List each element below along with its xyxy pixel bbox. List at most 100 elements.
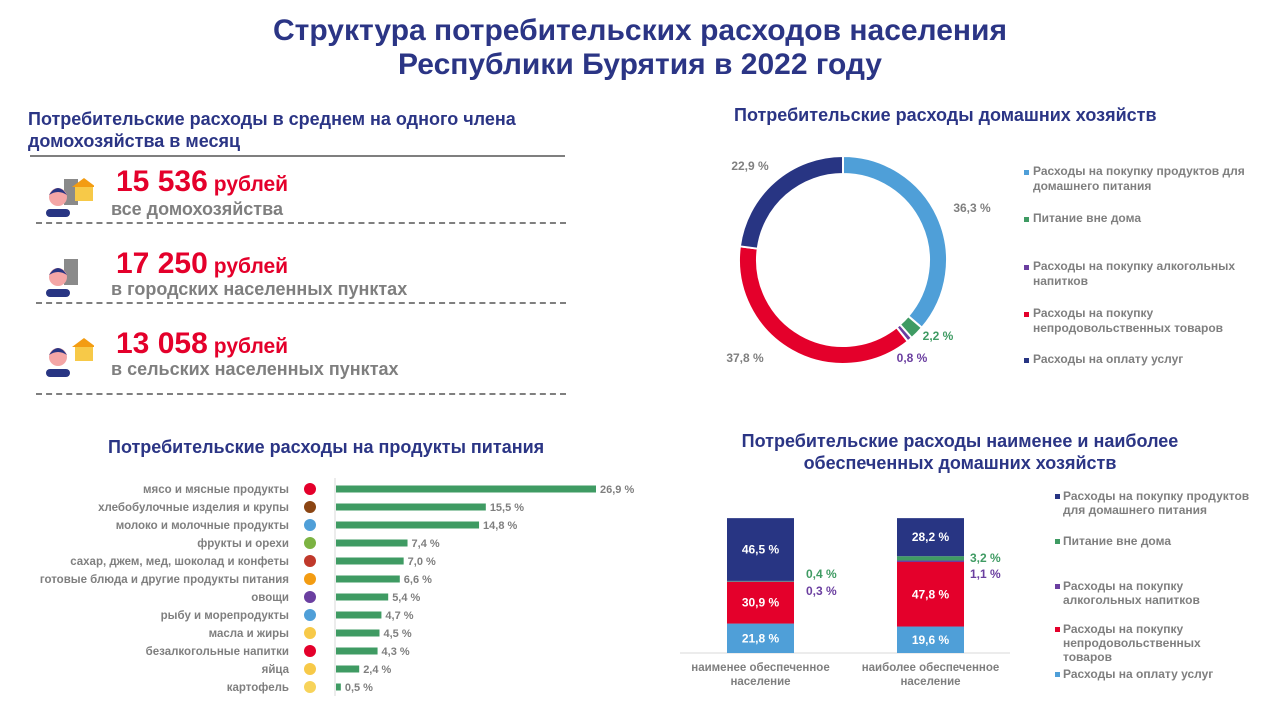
avg-item: 13 058 рублей в сельских населенных пункт… [30, 325, 570, 405]
dashed-divider [36, 222, 566, 224]
category-label: наиболее обеспеченное население [862, 662, 1000, 688]
segment-label: 0,3 % [806, 584, 837, 598]
bar [336, 557, 404, 565]
bar [336, 575, 400, 583]
milk-icon [304, 519, 316, 531]
segment-label: 28,2 % [912, 530, 950, 544]
legend-swatch [1055, 627, 1060, 632]
oil-icon [304, 627, 316, 639]
legend-label: Питание вне дома [1063, 534, 1171, 548]
segment-label: 21,8 % [742, 631, 780, 645]
person-house-icon [46, 338, 94, 377]
amount-unit: рублей [213, 173, 289, 196]
stacked-segment [727, 580, 794, 582]
amount-value: 15 536 [116, 165, 208, 198]
category-label: картофель [227, 682, 289, 694]
slice-label: 37,8 % [726, 351, 764, 365]
sweets-icon [304, 555, 316, 567]
bar-value-label: 4,7 % [385, 610, 413, 622]
stacked-segment [897, 562, 964, 627]
category-label: хлебобулочные изделия и крупы [98, 502, 289, 514]
segment-label: 0,4 % [806, 567, 837, 581]
category-label: овощи [251, 592, 289, 604]
category-label: рыбу и морепродукты [161, 610, 290, 622]
food-bar-chart: мясо и мясные продукты 26,9 % хлебобулочны… [40, 478, 634, 696]
donut-slice [738, 245, 910, 365]
amount-value: 17 250 [116, 247, 208, 280]
page-title: Структура потребительских расходов насел… [0, 14, 1280, 82]
avg-item: 15 536 рублей все домохозяйства [30, 165, 570, 245]
meat-icon [304, 483, 316, 495]
eggs-icon [304, 663, 316, 675]
potato-icon [304, 681, 316, 693]
legend-swatch [1055, 539, 1060, 544]
bar-value-label: 2,4 % [363, 664, 391, 676]
segment-label: 3,2 % [970, 551, 1001, 565]
stacked-segment [727, 518, 794, 581]
slice-label: 36,3 % [953, 201, 991, 215]
legend-label: Расходы на покупку непродовольственных тов… [1063, 622, 1201, 664]
category-label: готовые блюда и другие продукты питания [40, 574, 289, 586]
stacked-bar-chart: 21,8 % 30,9 % 46,5 % 0,4 % 0,3 % наименее обе… [680, 489, 1249, 688]
legend-label: Расходы на оплату услуг [1063, 667, 1213, 681]
legend-label: Расходы на покупку продуктов для домашнег… [1063, 489, 1249, 517]
donut-chart: 36,3 % 2,2 % 0,8 % 37,8 % 22,9 % Расходы на п… [726, 154, 1245, 366]
bar-value-label: 5,4 % [392, 592, 420, 604]
bar-value-label: 4,3 % [382, 646, 410, 658]
bar-value-label: 6,6 % [404, 574, 432, 586]
legend-swatch [1055, 494, 1060, 499]
category-label: мясо и мясные продукты [143, 484, 289, 496]
legend-swatch [1024, 358, 1029, 363]
person-city-house-icon [46, 178, 94, 217]
legend-swatch [1055, 584, 1060, 589]
legend-swatch [1024, 265, 1029, 270]
amount-unit: рублей [213, 335, 289, 358]
bar [336, 683, 341, 691]
bar [336, 485, 596, 493]
food-chart-title: Потребительские расходы на продукты пита… [108, 437, 545, 457]
stacked-segment [897, 626, 964, 653]
slice-label: 2,2 % [923, 329, 954, 343]
slice-label: 22,9 % [731, 159, 769, 173]
segment-label: 47,8 % [912, 587, 950, 601]
divider [30, 155, 565, 157]
segment-label: 19,6 % [912, 633, 950, 647]
bar-value-label: 14,8 % [483, 520, 517, 532]
soft-drink-icon [304, 645, 316, 657]
bar-value-label: 15,5 % [490, 502, 524, 514]
legend-label: Питание вне дома [1033, 211, 1141, 225]
category-label: безалкогольные напитки [146, 646, 289, 658]
donut-slice [738, 154, 844, 250]
title-line-2: Республики Бурятия в 2022 году [398, 48, 882, 81]
bar [336, 503, 486, 511]
legend-swatch [1024, 312, 1029, 317]
person-building-icon [46, 259, 78, 297]
avg-item: 17 250 рублей в городских населенных пунк… [30, 245, 570, 325]
stacked-segment [897, 556, 964, 561]
donut-title: Потребительские расходы домашних хозяйст… [734, 105, 1157, 125]
stacked-segment [897, 560, 964, 563]
stacked-segment [727, 581, 794, 624]
dashed-divider [36, 393, 566, 395]
stacked-segment [727, 623, 794, 653]
bar-value-label: 4,5 % [383, 628, 411, 640]
amount-value: 13 058 [116, 327, 208, 360]
category-label: молоко и молочные продукты [116, 520, 289, 532]
avg-item-label: все домохозяйства [111, 199, 283, 219]
legend-label: Расходы на оплату услуг [1033, 352, 1183, 366]
legend-label: Расходы на покупку продуктов для домашнег… [1033, 164, 1245, 193]
dashed-divider [36, 302, 566, 304]
category-label: наименее обеспеченное население [691, 662, 829, 688]
bar-value-label: 7,0 % [408, 556, 436, 568]
legend-label: Расходы на покупку непродовольственных то… [1033, 306, 1223, 335]
legend-swatch [1024, 170, 1029, 175]
bar-value-label: 26,9 % [600, 484, 634, 496]
legend-swatch [1024, 217, 1029, 222]
bar [336, 521, 480, 529]
segment-label: 1,1 % [970, 567, 1001, 581]
fish-icon [304, 609, 316, 621]
legend-label: Расходы на покупку алкогольных напитков [1063, 579, 1200, 607]
bar [336, 593, 389, 601]
amount-unit: рублей [213, 255, 289, 278]
slice-label: 0,8 % [897, 351, 928, 365]
